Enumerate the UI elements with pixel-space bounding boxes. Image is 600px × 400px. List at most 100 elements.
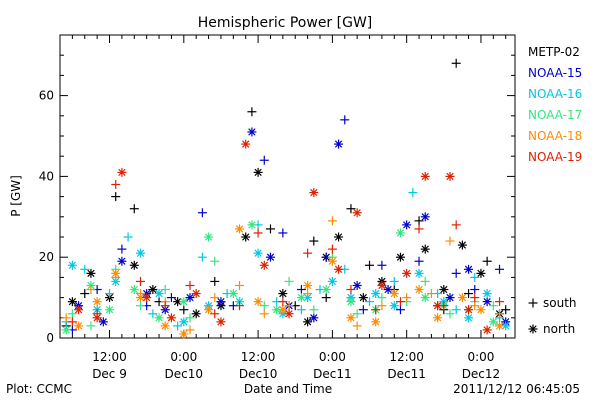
noaa-19-north-point: [420, 171, 430, 181]
plot-frame: [59, 34, 516, 339]
metp-02-north-point: [395, 252, 405, 262]
noaa-17-south-point: [185, 313, 195, 323]
metp-02-north-point: [457, 240, 467, 250]
metp-02-north-point: [439, 285, 449, 295]
noaa-15-south-point: [166, 293, 176, 303]
noaa-19-south-point: [111, 179, 121, 189]
noaa-19-north-point: [166, 313, 176, 323]
noaa-17-north-point: [228, 289, 238, 299]
noaa-18-south-point: [61, 313, 71, 323]
noaa-17-south-point: [67, 309, 77, 319]
metp-02-south-point: [309, 236, 319, 246]
noaa-15-south-point: [451, 268, 461, 278]
data-markers: [61, 58, 511, 339]
metp-02-north-point: [334, 232, 344, 242]
legend-entry-metp-02: METP-02: [528, 45, 580, 59]
noaa-16-south-point: [389, 276, 399, 286]
noaa-19-south-point: [235, 301, 245, 311]
noaa-18-north-point: [204, 305, 214, 315]
metp-02-south-point: [111, 192, 121, 202]
noaa-19-south-point: [371, 305, 381, 315]
metp-02-south-point: [414, 216, 424, 226]
noaa-17-north-point: [61, 325, 71, 335]
noaa-19-north-point: [433, 301, 443, 311]
noaa-18-south-point: [284, 301, 294, 311]
noaa-15-north-point: [383, 285, 393, 295]
noaa-15-north-point: [445, 293, 455, 303]
metp-02-south-point: [129, 204, 139, 214]
y-tick-label: 40: [39, 169, 54, 183]
noaa-18-north-point: [160, 321, 170, 331]
noaa-15-south-point: [358, 305, 368, 315]
noaa-18-south-point: [426, 289, 436, 299]
metp-02-north-point: [129, 260, 139, 270]
legend-entry-noaa-19: NOAA-19: [528, 150, 582, 164]
noaa-16-south-point: [148, 309, 158, 319]
noaa-18-north-point: [111, 268, 121, 278]
noaa-19-south-point: [451, 220, 461, 230]
noaa-18-south-point: [235, 280, 245, 290]
legend-entry-noaa-17: NOAA-17: [528, 108, 582, 122]
noaa-18-south-point: [402, 293, 412, 303]
noaa-17-north-point: [296, 293, 306, 303]
noaa-19-south-point: [395, 297, 405, 307]
noaa-15-south-point: [377, 260, 387, 270]
metp-02-south-point: [464, 289, 474, 299]
noaa-19-north-point: [142, 293, 152, 303]
noaa-16-north-point: [179, 317, 189, 327]
noaa-17-south-point: [86, 321, 96, 331]
x-tick-label-date: Dec11: [387, 367, 426, 381]
noaa-19-south-point: [303, 248, 313, 258]
noaa-15-north-point: [98, 317, 108, 327]
noaa-15-north-point: [265, 252, 275, 262]
noaa-17-north-point: [321, 285, 331, 295]
noaa-19-north-point: [241, 139, 251, 149]
metp-02-south-point: [265, 224, 275, 234]
metp-02-south-point: [482, 256, 492, 266]
noaa-18-south-point: [470, 301, 480, 311]
noaa-15-north-point: [247, 127, 257, 137]
noaa-15-south-point: [117, 244, 127, 254]
noaa-18-south-point: [495, 309, 505, 319]
x-tick-label-date: Dec10: [165, 367, 204, 381]
legend-north-label: north: [543, 322, 575, 336]
noaa-19-north-point: [482, 325, 492, 335]
legend-entry-noaa-18: NOAA-18: [528, 129, 582, 143]
noaa-15-north-point: [464, 264, 474, 274]
noaa-15-south-point: [340, 115, 350, 125]
noaa-18-south-point: [303, 289, 313, 299]
noaa-18-north-point: [433, 313, 443, 323]
x-axis-label: Date and Time: [244, 382, 332, 396]
noaa-15-south-point: [414, 256, 424, 266]
noaa-18-south-point: [377, 301, 387, 311]
noaa-16-south-point: [173, 321, 183, 331]
noaa-17-south-point: [210, 256, 220, 266]
noaa-19-north-point: [402, 268, 412, 278]
noaa-18-north-point: [346, 313, 356, 323]
noaa-19-north-point: [117, 167, 127, 177]
noaa-18-south-point: [352, 321, 362, 331]
noaa-17-south-point: [488, 301, 498, 311]
noaa-16-south-point: [296, 305, 306, 315]
noaa-19-south-point: [160, 301, 170, 311]
noaa-15-north-point: [402, 220, 412, 230]
metp-02-north-point: [241, 232, 251, 242]
noaa-16-north-point: [154, 289, 164, 299]
noaa-17-north-point: [204, 232, 214, 242]
noaa-16-south-point: [123, 232, 133, 242]
metp-02-north-point: [278, 289, 288, 299]
noaa-15-north-point: [117, 256, 127, 266]
metp-02-south-point: [321, 293, 331, 303]
noaa-15-south-point: [259, 155, 269, 165]
metp-02-south-point: [365, 260, 375, 270]
y-tick-label: 60: [39, 89, 54, 103]
legend-south-label: south: [543, 296, 577, 310]
noaa-16-north-point: [389, 301, 399, 311]
noaa-16-north-point: [482, 289, 492, 299]
chart-title: Hemispheric Power [GW]: [198, 15, 373, 31]
noaa-17-north-point: [420, 293, 430, 303]
noaa-19-south-point: [470, 293, 480, 303]
noaa-16-south-point: [408, 188, 418, 198]
metp-02-north-point: [86, 268, 96, 278]
y-axis-label: P [GW]: [9, 175, 23, 217]
